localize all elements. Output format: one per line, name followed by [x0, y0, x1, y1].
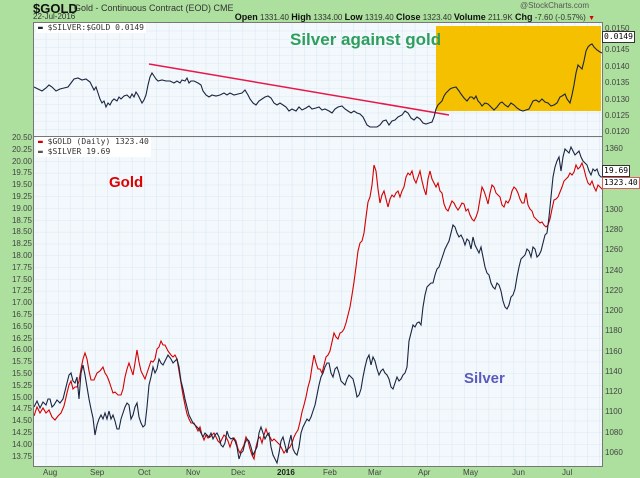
price-chart	[34, 137, 602, 466]
x-tick: 2016	[277, 468, 295, 477]
axis-tick: 0.0135	[605, 78, 630, 87]
axis-tick: 17.50	[11, 275, 32, 284]
axis-tick: 18.25	[11, 239, 32, 248]
open-value: 1331.40	[260, 13, 289, 22]
low-value: 1319.40	[364, 13, 394, 22]
axis-tick: 1280	[605, 225, 623, 234]
chg-label: Chg	[514, 12, 533, 22]
x-tick: Feb	[323, 468, 337, 477]
open-label: Open	[234, 12, 258, 22]
axis-tick: 17.25	[11, 286, 32, 295]
volume-label: Volume	[453, 12, 486, 22]
axis-tick: 1240	[605, 266, 623, 275]
x-tick: Dec	[231, 468, 246, 477]
axis-tick: 15.75	[11, 357, 32, 366]
axis-tick: 1120	[605, 387, 623, 396]
low-label: Low	[344, 12, 363, 22]
down-arrow-icon: ▼	[588, 15, 595, 22]
symbol-title: $GOLD	[33, 1, 78, 16]
axis-tick: 19.75	[11, 168, 32, 177]
axis-tick: 14.00	[11, 440, 32, 449]
ratio-legend: ▬ $SILVER:$GOLD 0.0149	[36, 23, 146, 33]
x-tick: Jun	[512, 468, 525, 477]
axis-tick: 15.00	[11, 393, 32, 402]
copyright: @StockCharts.com	[519, 1, 589, 10]
x-tick: Nov	[186, 468, 201, 477]
axis-tick: 1160	[605, 347, 623, 356]
axis-tick: 15.25	[11, 381, 32, 390]
axis-tick: 16.25	[11, 334, 32, 343]
axis-tick: 1140	[605, 367, 623, 376]
gold-last-value-tag: 1323.40	[602, 177, 640, 189]
symbol-description: Gold - Continuous Contract (EOD) CME	[74, 3, 234, 13]
ratio-panel: ▬ $SILVER:$GOLD 0.0149 Silver against go…	[33, 22, 603, 137]
silver-legend-text: $SILVER 19.69	[47, 147, 111, 156]
ratio-last-value-tag: 0.0149	[602, 31, 635, 43]
price-panel: ▬ $GOLD (Daily) 1323.40 ▬ $SILVER 19.69 …	[33, 136, 603, 467]
axis-tick: 20.25	[11, 145, 32, 154]
gold-annotation: Gold	[109, 174, 144, 191]
axis-tick: 1080	[605, 428, 623, 437]
axis-tick: 1060	[605, 448, 623, 457]
x-tick: Jul	[562, 468, 573, 477]
axis-tick: 1360	[605, 144, 623, 153]
volume-value: 211.9K	[487, 13, 513, 22]
close-value: 1323.40	[422, 13, 452, 22]
axis-tick: 15.50	[11, 369, 32, 378]
high-value: 1334.00	[313, 13, 343, 22]
axis-tick: 0.0125	[605, 111, 630, 120]
x-tick: Sep	[90, 468, 105, 477]
axis-tick: 20.00	[11, 157, 32, 166]
axis-tick: 18.00	[11, 251, 32, 260]
gold-legend-text: $GOLD (Daily) 1323.40	[47, 137, 149, 146]
highlight-box	[436, 26, 601, 111]
axis-tick: 17.75	[11, 263, 32, 272]
axis-tick: 14.75	[11, 404, 32, 413]
chart-date: 22-Jul-2016	[33, 12, 76, 21]
x-tick: Oct	[138, 468, 151, 477]
axis-tick: 18.75	[11, 216, 32, 225]
chg-value: -7.60 (-0.57%)	[534, 13, 586, 22]
x-tick: Apr	[418, 468, 431, 477]
quote-summary: Open 1331.40 High 1334.00 Low 1319.40 Cl…	[235, 12, 595, 22]
axis-tick: 16.75	[11, 310, 32, 319]
axis-tick: 19.50	[11, 180, 32, 189]
x-tick: Aug	[43, 468, 58, 477]
x-tick: May	[463, 468, 479, 477]
axis-tick: 19.25	[11, 192, 32, 201]
axis-tick: 0.0120	[605, 127, 630, 136]
axis-tick: 16.00	[11, 345, 32, 354]
silver-last-value-tag: 19.69	[602, 165, 631, 177]
ratio-chart	[34, 23, 602, 136]
trendline	[148, 63, 450, 116]
axis-tick: 1220	[605, 286, 623, 295]
ratio-legend-text: $SILVER:$GOLD 0.0149	[47, 23, 144, 32]
close-label: Close	[395, 12, 421, 22]
axis-tick: 20.50	[11, 133, 32, 142]
axis-tick: 1300	[605, 205, 623, 214]
gold-line	[34, 161, 602, 461]
axis-tick: 1180	[605, 326, 623, 335]
axis-tick: 1100	[605, 407, 623, 416]
chart-header: $GOLD Gold - Continuous Contract (EOD) C…	[33, 0, 603, 22]
axis-tick: 0.0140	[605, 62, 630, 71]
axis-tick: 13.75	[11, 452, 32, 461]
silver-annotation: Silver	[464, 370, 505, 387]
axis-tick: 17.00	[11, 298, 32, 307]
high-label: High	[291, 12, 312, 22]
axis-tick: 1200	[605, 306, 623, 315]
axis-tick: 16.50	[11, 322, 32, 331]
axis-tick: 14.25	[11, 428, 32, 437]
price-legend: ▬ $GOLD (Daily) 1323.40 ▬ $SILVER 19.69	[36, 137, 151, 157]
axis-tick: 14.50	[11, 416, 32, 425]
ratio-annotation: Silver against gold	[290, 30, 442, 49]
silver-line	[34, 145, 602, 465]
axis-tick: 1260	[605, 245, 623, 254]
axis-tick: 0.0130	[605, 95, 630, 104]
axis-tick: 18.50	[11, 227, 32, 236]
axis-tick: 0.0150	[605, 24, 630, 33]
axis-tick: 0.0145	[605, 45, 630, 54]
axis-tick: 19.00	[11, 204, 32, 213]
x-tick: Mar	[368, 468, 382, 477]
